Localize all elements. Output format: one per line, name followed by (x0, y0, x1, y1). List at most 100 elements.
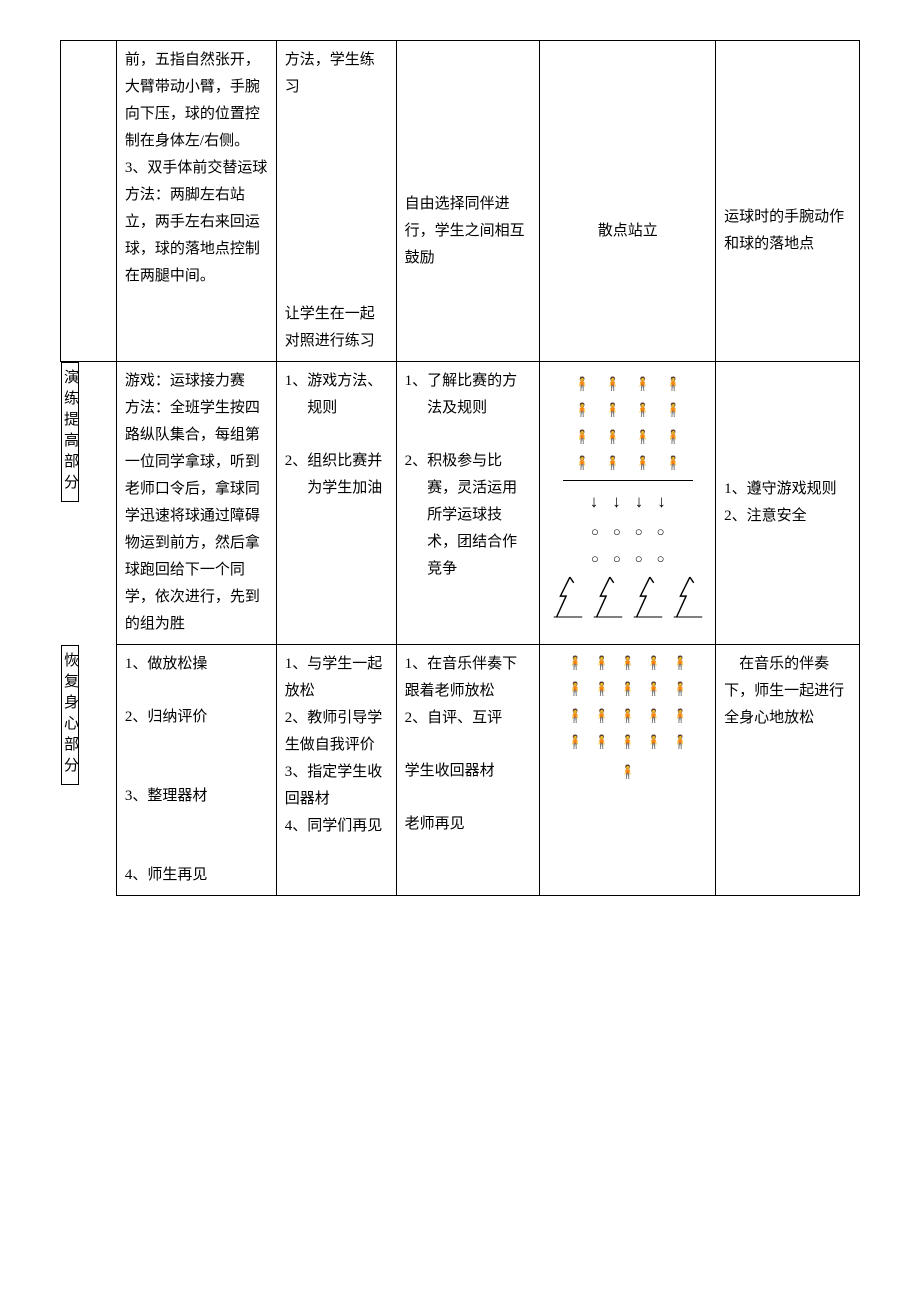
content-cell: 前，五指自然张开，大臂带动小臂，手腕向下压，球的位置控制在身体左/右侧。 3、双… (116, 41, 276, 362)
person-icon: 🧍 (567, 651, 583, 674)
person-icon: 🧍 (605, 372, 621, 395)
person-icon: 🧍 (620, 677, 636, 700)
teacher-item: 4、同学们再见 (285, 813, 388, 840)
person-icon: 🧍 (574, 398, 590, 421)
person-icon: 🧍 (635, 451, 651, 474)
formation-cell: 散点站立 (540, 41, 716, 362)
person-icon: 🧍 (646, 704, 662, 727)
arrow-down-icon: ↓ (635, 487, 644, 518)
person-icon: 🧍 (574, 451, 590, 474)
content-text: 前，五指自然张开，大臂带动小臂，手腕向下压，球的位置控制在身体左/右侧。 3、双… (125, 52, 268, 284)
divider-line (563, 480, 693, 481)
student-activity-cell: 1、了解比赛的方法及规则 2、积极参与比赛，灵活运用所学运球技术，团结合作竞争 (396, 362, 540, 645)
student-text: 自由选择同伴进行，学生之间相互鼓励 (405, 191, 532, 272)
circle-row: ○ ○ ○ ○ (591, 547, 664, 570)
person-row: 🧍 🧍 🧍 🧍 🧍 (567, 704, 688, 727)
person-icon: 🧍 (665, 451, 681, 474)
circle-icon: ○ (657, 520, 665, 543)
person-icon: 🧍 (567, 704, 583, 727)
content-cell: 1、做放松操 2、归纳评价 3、整理器材 4、师生再见 (116, 645, 276, 896)
teacher-item: 1、与学生一起放松 (285, 651, 388, 705)
section-label: 恢复身心部分 (56, 652, 83, 778)
person-row: 🧍 🧍 🧍 🧍 🧍 (567, 677, 688, 700)
arrow-row: ↓ ↓ ↓ ↓ (590, 487, 666, 518)
person-row: 🧍 🧍 🧍 🧍 (574, 372, 681, 395)
key-point-text: 在音乐的伴奏下，师生一起进行全身心地放松 (724, 651, 851, 732)
circle-icon: ○ (613, 547, 621, 570)
person-icon: 🧍 (593, 704, 609, 727)
teacher-activity-cell: 1、游戏方法、规则 2、组织比赛并为学生加油 (276, 362, 396, 645)
teacher-activity-cell: 1、与学生一起放松 2、教师引导学生做自我评价 3、指定学生收回器材 4、同学们… (276, 645, 396, 896)
arrow-down-icon: ↓ (612, 487, 621, 518)
key-point-text: 运球时的手腕动作和球的落地点 (724, 204, 851, 258)
formation-cell: 🧍 🧍 🧍 🧍 🧍 🧍 🧍 🧍 🧍 🧍 🧍 🧍 (540, 362, 716, 645)
arrow-down-icon: ↓ (590, 487, 599, 518)
person-icon: 🧍 (646, 730, 662, 753)
person-icon: 🧍 (646, 677, 662, 700)
student-item: 老师再见 (405, 811, 532, 838)
zigzag-row (549, 575, 707, 631)
key-point-item: 1、遵守游戏规则 (724, 476, 851, 503)
person-icon: 🧍 (635, 425, 651, 448)
teacher-row: 🧍 (620, 760, 636, 783)
person-icon: 🧍 (574, 425, 590, 448)
person-icon: 🧍 (665, 425, 681, 448)
person-icon: 🧍 (620, 651, 636, 674)
person-icon: 🧍 (620, 760, 636, 783)
person-icon: 🧍 (672, 651, 688, 674)
zigzag-arrow-icon (629, 575, 667, 631)
student-item: 1、了解比赛的方法及规则 (427, 368, 531, 422)
zigzag-arrow-icon (549, 575, 587, 631)
student-activity-cell: 1、在音乐伴奏下跟着老师放松 2、自评、互评 学生收回器材 老师再见 (396, 645, 540, 896)
content-item: 3、整理器材 (125, 783, 268, 810)
key-point-cell: 运球时的手腕动作和球的落地点 (716, 41, 860, 362)
key-point-cell: 1、遵守游戏规则 2、注意安全 (716, 362, 860, 645)
key-point-item: 2、注意安全 (724, 503, 851, 530)
person-icon: 🧍 (567, 677, 583, 700)
circle-icon: ○ (657, 547, 665, 570)
student-activity-cell: 自由选择同伴进行，学生之间相互鼓励 (396, 41, 540, 362)
lesson-plan-table: 前，五指自然张开，大臂带动小臂，手腕向下压，球的位置控制在身体左/右侧。 3、双… (60, 40, 860, 896)
section-label-cell: 演练提高部分 (61, 362, 79, 502)
person-row: 🧍 🧍 🧍 🧍 (574, 451, 681, 474)
person-icon: 🧍 (593, 730, 609, 753)
person-icon: 🧍 (593, 651, 609, 674)
content-item: 4、师生再见 (125, 862, 268, 889)
content-item: 2、归纳评价 (125, 704, 268, 731)
person-row: 🧍 🧍 🧍 🧍 🧍 (567, 651, 688, 674)
person-icon: 🧍 (620, 730, 636, 753)
teacher-activity-cell: 方法，学生练习 让学生在一起对照进行练习 (276, 41, 396, 362)
key-point-cell: 在音乐的伴奏下，师生一起进行全身心地放松 (716, 645, 860, 896)
person-icon: 🧍 (672, 730, 688, 753)
person-icon: 🧍 (635, 372, 651, 395)
person-icon: 🧍 (646, 651, 662, 674)
person-icon: 🧍 (605, 425, 621, 448)
person-icon: 🧍 (672, 704, 688, 727)
person-icon: 🧍 (665, 372, 681, 395)
person-icon: 🧍 (635, 398, 651, 421)
student-item: 2、自评、互评 (405, 705, 532, 732)
formation-cell: 🧍 🧍 🧍 🧍 🧍 🧍 🧍 🧍 🧍 🧍 🧍 🧍 🧍 (540, 645, 716, 896)
teacher-text-top: 方法，学生练习 (285, 47, 388, 101)
table-row: 前，五指自然张开，大臂带动小臂，手腕向下压，球的位置控制在身体左/右侧。 3、双… (61, 41, 860, 362)
relay-diagram: 🧍 🧍 🧍 🧍 🧍 🧍 🧍 🧍 🧍 🧍 🧍 🧍 (548, 368, 707, 635)
table-row: 恢复身心部分 1、做放松操 2、归纳评价 3、整理器材 4、师生再见 1、与学生… (61, 645, 860, 896)
person-icon: 🧍 (574, 372, 590, 395)
person-row: 🧍 🧍 🧍 🧍 🧍 (567, 730, 688, 753)
circle-icon: ○ (635, 520, 643, 543)
circle-row: ○ ○ ○ ○ (591, 520, 664, 543)
person-icon: 🧍 (620, 704, 636, 727)
student-item: 学生收回器材 (405, 758, 532, 785)
zigzag-arrow-icon (669, 575, 707, 631)
teacher-text-bottom: 让学生在一起对照进行练习 (285, 301, 388, 355)
student-item: 1、在音乐伴奏下跟着老师放松 (405, 651, 532, 705)
section-label-cell: 恢复身心部分 (61, 645, 79, 785)
teacher-item: 2、教师引导学生做自我评价 (285, 705, 388, 759)
person-icon: 🧍 (605, 451, 621, 474)
content-cell: 游戏：运球接力赛 方法：全班学生按四路纵队集合，每组第一位同学拿球，听到老师口令… (116, 362, 276, 645)
person-icon: 🧍 (605, 398, 621, 421)
person-icon: 🧍 (593, 677, 609, 700)
formation-text: 散点站立 (548, 218, 707, 245)
circle-icon: ○ (591, 520, 599, 543)
content-item: 1、做放松操 (125, 651, 268, 678)
